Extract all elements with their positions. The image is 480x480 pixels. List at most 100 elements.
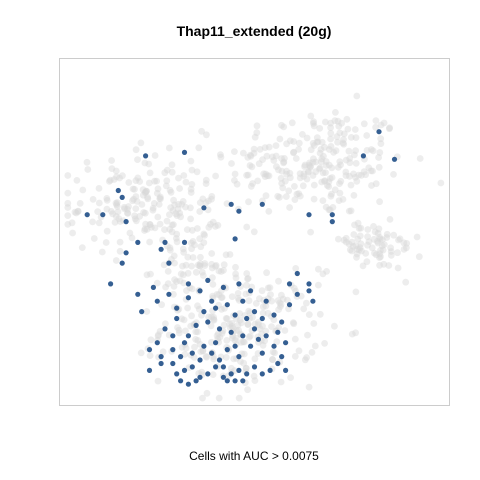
background-cell-point xyxy=(327,192,335,200)
background-cell-point xyxy=(167,204,175,212)
background-cell-point xyxy=(64,221,72,228)
background-cell-point xyxy=(94,208,102,216)
background-cell-point xyxy=(175,326,183,334)
background-cell-point xyxy=(379,236,386,244)
background-cell-point xyxy=(353,250,361,258)
background-cell-point xyxy=(130,195,138,203)
highlighted-cell-point xyxy=(294,291,300,297)
background-cell-point xyxy=(282,193,290,201)
highlighted-cell-point xyxy=(220,364,226,370)
background-cell-point xyxy=(203,389,211,397)
highlighted-cell-point xyxy=(123,219,129,225)
highlighted-cell-point xyxy=(310,298,316,304)
background-cell-point xyxy=(238,319,245,327)
background-cell-point xyxy=(199,347,207,355)
background-cell-point xyxy=(191,343,198,351)
highlighted-cell-point xyxy=(259,201,265,207)
background-cell-point xyxy=(244,386,252,394)
background-cell-point xyxy=(301,163,308,171)
highlighted-cell-point xyxy=(236,208,242,214)
background-cell-point xyxy=(165,144,173,152)
background-cell-point xyxy=(278,167,286,175)
highlighted-cell-point xyxy=(158,354,164,360)
background-cell-point xyxy=(182,327,189,335)
background-cell-point xyxy=(243,270,251,277)
background-cell-point xyxy=(386,124,393,132)
background-cell-point xyxy=(249,314,256,321)
background-cell-point xyxy=(112,257,120,264)
background-cell-point xyxy=(343,115,351,123)
highlighted-cell-point xyxy=(232,378,238,384)
background-cell-point xyxy=(180,249,188,256)
background-cell-point xyxy=(72,209,80,217)
highlighted-cell-point xyxy=(220,284,226,290)
background-cell-point xyxy=(116,218,124,225)
background-cell-point xyxy=(222,315,230,322)
background-cell-point xyxy=(269,153,276,161)
background-cell-point xyxy=(154,213,162,221)
highlighted-cell-point xyxy=(251,326,258,332)
background-cell-point xyxy=(136,212,144,220)
background-cell-point xyxy=(372,117,380,124)
background-cell-point xyxy=(254,177,262,185)
highlighted-cell-point xyxy=(123,250,129,256)
background-cell-point xyxy=(273,338,281,346)
background-cell-point xyxy=(163,177,171,185)
background-cell-point xyxy=(315,281,322,289)
background-cell-point xyxy=(262,170,270,178)
background-cell-point xyxy=(293,190,301,198)
background-cell-point xyxy=(245,333,253,341)
highlighted-cell-point xyxy=(205,277,211,283)
background-cell-point xyxy=(208,260,216,268)
background-cell-point xyxy=(244,275,251,283)
background-cell-point xyxy=(368,182,375,189)
background-cell-point xyxy=(188,226,196,234)
background-cell-point xyxy=(371,228,379,236)
background-cell-point xyxy=(301,356,309,364)
background-cell-point xyxy=(69,229,76,237)
background-cell-point xyxy=(228,160,235,167)
background-cell-point xyxy=(111,219,119,226)
background-cell-point xyxy=(187,215,195,223)
highlighted-cell-point xyxy=(236,281,242,287)
highlighted-cell-point xyxy=(205,319,211,325)
background-cell-point xyxy=(356,244,364,252)
background-cell-point xyxy=(143,271,151,279)
background-cell-point xyxy=(208,264,216,272)
background-cell-point xyxy=(189,254,197,261)
background-cell-point xyxy=(113,201,120,209)
highlighted-cell-point xyxy=(255,336,261,342)
background-cell-point xyxy=(105,178,113,185)
background-cell-point xyxy=(103,205,111,213)
background-cell-point xyxy=(259,342,267,349)
background-cell-point xyxy=(145,160,153,168)
background-cell-point xyxy=(316,165,323,173)
background-cell-point xyxy=(132,205,140,213)
background-cell-point xyxy=(326,206,334,214)
background-cell-point xyxy=(299,182,307,190)
background-cell-point xyxy=(317,146,325,153)
background-cell-point xyxy=(95,185,103,192)
background-cell-point xyxy=(355,246,363,254)
highlighted-cell-point xyxy=(166,291,172,297)
background-cell-point xyxy=(212,262,220,269)
background-cell-point xyxy=(336,129,344,137)
background-cell-point xyxy=(303,175,311,183)
background-cell-point xyxy=(207,322,215,330)
background-cell-point xyxy=(197,348,205,355)
highlighted-cell-point xyxy=(139,309,145,315)
background-cell-point xyxy=(217,153,225,161)
background-cell-point xyxy=(270,316,278,324)
background-cell-point xyxy=(168,228,176,236)
background-cell-point xyxy=(183,226,191,234)
background-cell-point xyxy=(154,377,162,385)
background-cell-point xyxy=(169,207,177,214)
highlighted-cell-point xyxy=(228,371,234,377)
highlighted-cell-point xyxy=(360,153,366,159)
highlighted-cell-point xyxy=(115,187,121,194)
highlighted-cell-point xyxy=(158,360,164,367)
background-cell-point xyxy=(236,316,244,324)
background-cell-point xyxy=(244,171,252,179)
background-cell-point xyxy=(188,181,196,188)
